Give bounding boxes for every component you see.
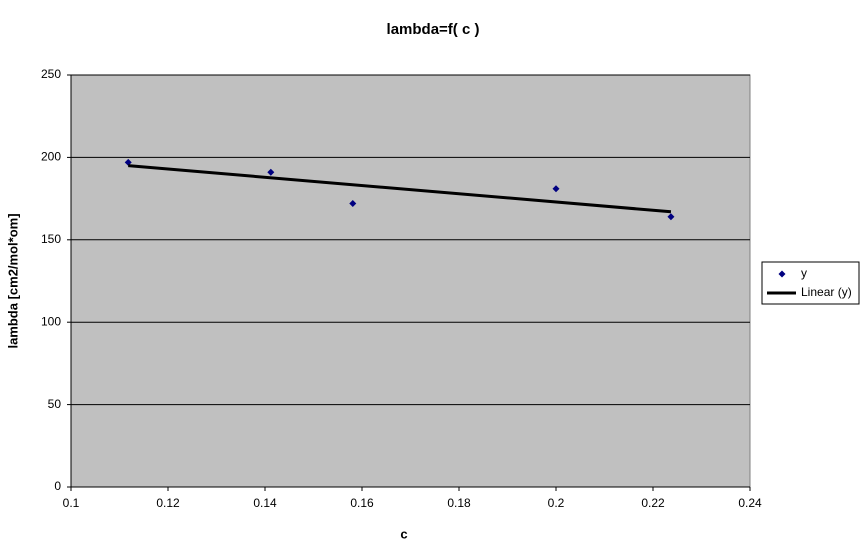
point	[667, 213, 675, 221]
x-tick-label: 0.24	[738, 496, 762, 510]
legend-label: Linear (y)	[801, 285, 852, 299]
point	[124, 158, 132, 166]
y-tick-label: 0	[54, 479, 61, 493]
y-axis-label: lambda [cm2/mol*om]	[5, 213, 20, 348]
chart-title: lambda=f( c )	[387, 21, 480, 38]
point	[267, 168, 275, 176]
x-tick-label: 0.12	[156, 496, 180, 510]
trendline	[128, 164, 672, 214]
legend-swatch	[778, 270, 786, 278]
y-tick-label: 250	[41, 67, 61, 81]
legend-box	[761, 261, 860, 305]
x-axis-label: c	[400, 526, 407, 541]
y-tick-label: 100	[41, 314, 61, 328]
x-tick-label: 0.14	[253, 496, 277, 510]
point	[349, 200, 357, 208]
x-tick-label: 0.18	[447, 496, 471, 510]
x-tick-label: 0.2	[548, 496, 565, 510]
x-tick-label: 0.22	[641, 496, 665, 510]
y-tick-label: 50	[48, 397, 62, 411]
plot-area	[70, 74, 751, 488]
legend-label: y	[801, 266, 807, 280]
y-tick-label: 200	[41, 150, 61, 164]
y-tick-label: 150	[41, 232, 61, 246]
point	[552, 185, 560, 193]
x-tick-label: 0.1	[63, 496, 80, 510]
x-tick-label: 0.16	[350, 496, 374, 510]
